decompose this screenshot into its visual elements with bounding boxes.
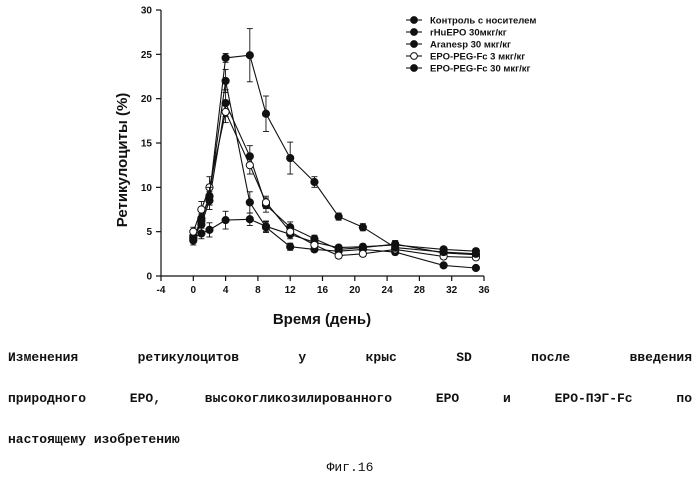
- legend-entry-5: EPO-PEG-Fc 30 мкг/кг: [406, 64, 531, 75]
- chart-marks: [189, 28, 481, 273]
- data-point: [471, 263, 481, 273]
- legend-marker: [410, 52, 418, 60]
- data-point: [334, 212, 343, 221]
- chart-axes: 0 5 10 15 20 25 30 -4 0 4 8 12 16 20 24 28 32 36: [141, 6, 490, 297]
- legend-entry-1: Контроль с носителем: [406, 16, 536, 27]
- data-point: [286, 242, 295, 251]
- legend-marker: [410, 28, 418, 36]
- series-line: [192, 101, 476, 256]
- reticulocyte-chart: 0 5 10 15 20 25 30 -4 0 4 8 12 16 20 24 28 32 36 Ретикуло…: [114, 6, 536, 329]
- legend-entry-3: Aranesp 30 мкг/кг: [406, 40, 511, 51]
- x-tick-label: -4: [157, 285, 166, 296]
- y-tick-label: 0: [146, 272, 152, 283]
- data-point: [261, 223, 271, 232]
- data-point: [245, 198, 254, 207]
- data-point: [358, 223, 367, 232]
- data-point: [245, 51, 254, 60]
- legend-marker: [410, 64, 418, 72]
- data-point: [471, 249, 481, 258]
- data-point: [189, 236, 198, 245]
- series-5: [189, 28, 481, 258]
- data-point: [205, 192, 214, 201]
- legend-label: rHuEPO 30мкг/кг: [430, 28, 507, 39]
- x-tick-label: 12: [285, 285, 297, 296]
- x-tick-label: 0: [191, 285, 197, 296]
- data-point: [261, 109, 271, 118]
- series-line: [192, 110, 476, 258]
- legend-label: EPO-PEG-Fc 30 мкг/кг: [430, 64, 531, 75]
- figure-label: Фиг.16: [326, 460, 374, 475]
- x-tick-label: 20: [349, 285, 361, 296]
- data-point: [286, 153, 295, 163]
- x-tick-label: 36: [478, 285, 490, 296]
- data-point: [310, 177, 319, 187]
- data-point: [245, 215, 254, 224]
- x-axis-label: Время (день): [273, 311, 371, 328]
- legend-entry-2: rHuEPO 30мкг/кг: [406, 28, 507, 39]
- data-point: [221, 53, 230, 62]
- data-point: [334, 251, 343, 260]
- y-tick-label: 15: [141, 139, 153, 150]
- data-point: [358, 249, 367, 258]
- x-tick-label: 32: [446, 285, 458, 296]
- data-point: [245, 161, 254, 170]
- y-tick-label: 10: [141, 183, 153, 194]
- x-tick-label: 24: [382, 285, 394, 296]
- legend-label: EPO-PEG-Fc 3 мкг/кг: [430, 52, 525, 63]
- data-point: [221, 216, 230, 225]
- legend-label: Aranesp 30 мкг/кг: [430, 40, 511, 51]
- legend-marker: [410, 16, 418, 24]
- data-point: [286, 227, 295, 236]
- legend-entry-4: EPO-PEG-Fc 3 мкг/кг: [406, 52, 525, 63]
- caption-line-1: Изменения ретикулоцитов у крыс SD после …: [8, 350, 692, 365]
- data-point: [261, 198, 271, 207]
- data-point: [221, 76, 230, 86]
- data-point: [439, 247, 448, 257]
- series-line: [193, 218, 476, 252]
- data-point: [391, 243, 400, 252]
- data-point: [205, 225, 214, 234]
- x-tick-label: 4: [223, 285, 229, 296]
- y-tick-label: 5: [146, 227, 152, 238]
- y-axis-label: Ретикулоциты (%): [114, 93, 131, 228]
- caption-line-2: природного ЕРО, высокогликозилированного…: [8, 391, 692, 406]
- data-point: [197, 216, 206, 226]
- legend-marker: [410, 40, 418, 48]
- x-tick-label: 28: [414, 285, 426, 296]
- caption-line-3: настоящему изобретению: [8, 432, 180, 447]
- data-point: [221, 107, 230, 117]
- series-line: [192, 80, 476, 269]
- data-point: [439, 261, 448, 270]
- series-2: [189, 89, 481, 259]
- legend-label: Контроль с носителем: [430, 16, 536, 27]
- x-tick-label: 16: [317, 285, 329, 296]
- series-line: [192, 54, 476, 255]
- series-3: [189, 68, 481, 273]
- y-tick-label: 25: [141, 50, 153, 61]
- x-tick-label: 8: [255, 285, 261, 296]
- y-tick-label: 20: [141, 94, 153, 105]
- y-tick-label: 30: [141, 6, 153, 17]
- series-4: [189, 100, 481, 262]
- data-point: [310, 240, 319, 250]
